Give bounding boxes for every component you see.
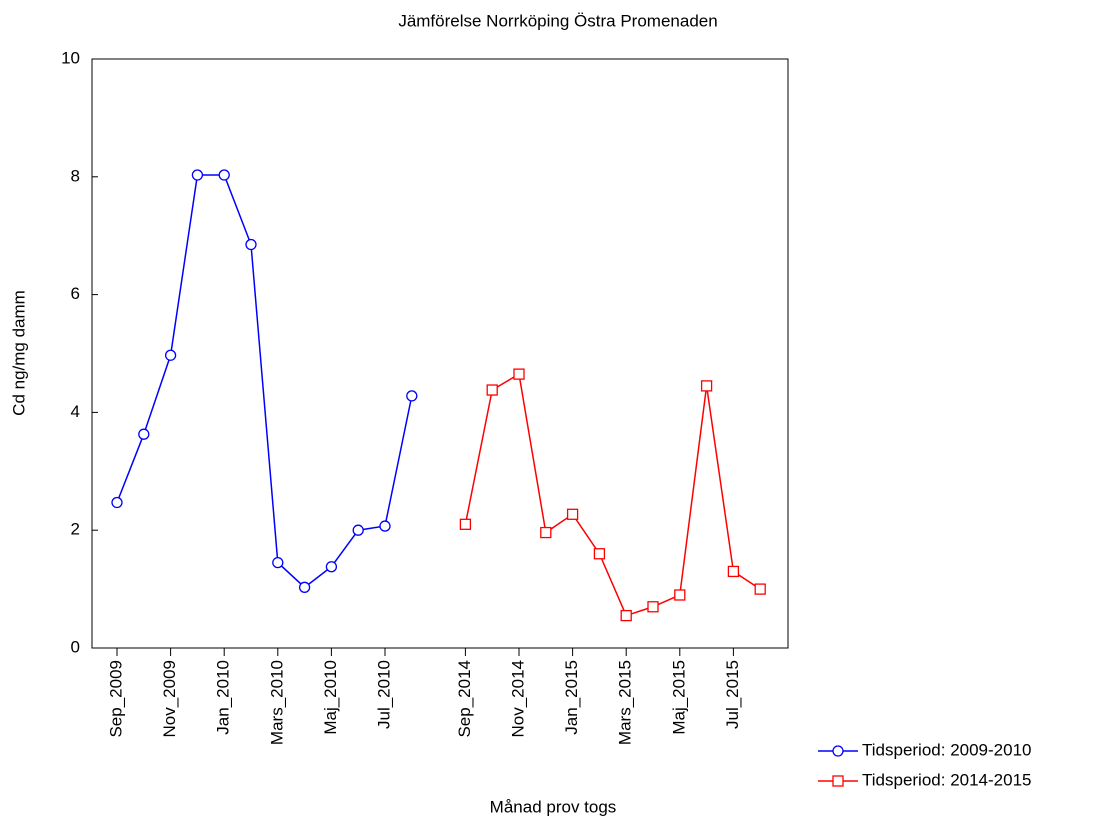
x-tick-label: Jan_2015 <box>562 660 581 735</box>
y-tick-label: 0 <box>71 637 80 656</box>
point <box>218 169 230 181</box>
x-tick-label: Maj_2010 <box>321 660 340 735</box>
x-tick-label: Nov_2014 <box>508 660 527 738</box>
x-tick-label: Nov_2009 <box>160 660 179 738</box>
x-tick-label: Sep_2014 <box>455 660 474 738</box>
chart-title: Jämförelse Norrköping Östra Promenaden <box>398 11 717 30</box>
x-tick-label: Maj_2015 <box>669 660 688 735</box>
y-tick-label: 2 <box>71 520 80 539</box>
series-line <box>464 372 761 617</box>
x-tick-label: Jul_2010 <box>374 660 393 729</box>
point <box>727 565 740 578</box>
point <box>298 581 311 593</box>
y-axis-label: Cd ng/mg damm <box>9 290 28 416</box>
point <box>700 380 713 392</box>
x-axis-label: Månad prov togs <box>490 797 617 816</box>
point <box>620 609 632 622</box>
point <box>593 548 606 560</box>
x-tick-label: Sep_2009 <box>106 660 125 738</box>
y-tick-label: 8 <box>71 166 80 185</box>
point <box>111 496 123 509</box>
x-tick-label: Mars_2010 <box>267 660 286 745</box>
legend-marker <box>832 775 844 787</box>
point <box>540 526 552 539</box>
legend-marker <box>832 745 844 757</box>
point <box>647 601 659 613</box>
point <box>138 428 150 440</box>
point <box>674 589 686 601</box>
x-tick-label: Jul_2015 <box>723 660 742 729</box>
point <box>379 520 391 532</box>
legend-label: Tidsperiod: 2009-2010 <box>862 740 1032 759</box>
point <box>406 390 418 402</box>
y-tick-label: 10 <box>61 48 80 67</box>
point <box>754 583 766 595</box>
x-tick-label: Mars_2015 <box>616 660 635 745</box>
legend-label: Tidsperiod: 2014-2015 <box>862 770 1032 789</box>
point <box>164 349 177 361</box>
plot-frame <box>91 58 789 649</box>
point <box>272 556 284 569</box>
point <box>486 384 498 396</box>
y-tick-label: 4 <box>71 402 80 421</box>
x-tick-label: Jan_2010 <box>214 660 233 735</box>
point <box>513 368 525 380</box>
point <box>566 508 579 520</box>
series-line <box>116 174 413 589</box>
point <box>352 524 364 536</box>
y-tick-label: 6 <box>71 284 80 303</box>
point <box>459 518 472 530</box>
point <box>325 561 338 573</box>
point <box>245 238 257 251</box>
point <box>191 169 204 181</box>
